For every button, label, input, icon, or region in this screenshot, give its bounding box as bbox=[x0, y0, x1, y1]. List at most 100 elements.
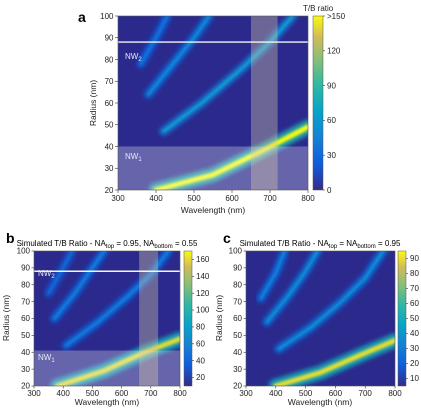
colorbar-tick-label: 40 bbox=[196, 356, 205, 365]
y-tick-label: 50 bbox=[105, 121, 114, 130]
y-tick-label: 60 bbox=[233, 314, 242, 323]
x-tick-label: 700 bbox=[359, 389, 373, 398]
colorbar-tick-label: 30 bbox=[327, 151, 336, 160]
colorbar-tick-label: 60 bbox=[410, 299, 419, 308]
panel-a-nw2-label: NW2 bbox=[125, 52, 142, 63]
y-tick-label: 40 bbox=[105, 142, 114, 151]
wavelength-highlight-band bbox=[139, 251, 159, 386]
panel-b-ridges bbox=[44, 251, 180, 386]
y-tick-label: 80 bbox=[21, 280, 30, 289]
colorbar-tick-label: 20 bbox=[410, 359, 419, 368]
panel-b-y-axis-label: Radius (nm) bbox=[1, 295, 11, 341]
x-tick-label: 700 bbox=[144, 389, 158, 398]
y-tick-label: 100 bbox=[100, 12, 114, 21]
x-tick-label: 400 bbox=[269, 389, 283, 398]
x-tick-label: 400 bbox=[149, 194, 163, 203]
x-tick-label: 300 bbox=[111, 194, 125, 203]
y-tick-label: 100 bbox=[229, 247, 243, 256]
colorbar-tick-label: 10 bbox=[410, 374, 419, 383]
y-tick-label: 90 bbox=[21, 264, 30, 273]
y-tick-label: 30 bbox=[21, 365, 30, 374]
colorbar-tick-label: 30 bbox=[410, 344, 419, 353]
nw1-region bbox=[34, 350, 180, 386]
panel-c-title: Simulated T/B Ratio - NAtop = NAbottom =… bbox=[240, 239, 401, 250]
panel-b-colorbar bbox=[183, 250, 193, 387]
panel-a-x-ticks: 300 400 500 600 700 800 bbox=[111, 190, 315, 203]
panel-a-ridges bbox=[136, 16, 308, 190]
ridge-line bbox=[54, 336, 180, 386]
x-tick-label: 800 bbox=[388, 389, 402, 398]
panel-c-ridges bbox=[256, 251, 395, 386]
colorbar-tick-label: 50 bbox=[410, 314, 419, 323]
x-tick-label: 700 bbox=[263, 194, 277, 203]
panel-b-x-axis-label: Wavelength (nm) bbox=[75, 397, 140, 407]
ridge-line bbox=[147, 16, 211, 96]
panel-b-nw2-label: NW2 bbox=[38, 269, 55, 280]
colorbar-tick-label: 90 bbox=[327, 81, 336, 90]
y-tick-label: 50 bbox=[233, 331, 242, 340]
panel-a-x-axis-label: Wavelength (nm) bbox=[181, 205, 246, 215]
panel-label-c: c bbox=[223, 230, 231, 246]
y-tick-label: 100 bbox=[17, 247, 31, 256]
ridge-line bbox=[265, 251, 319, 324]
y-tick-label: 70 bbox=[105, 77, 114, 86]
panel-a-y-ticks: 20 30 40 50 60 70 80 90 100 bbox=[100, 12, 118, 195]
y-tick-label: 90 bbox=[233, 264, 242, 273]
x-tick-label: 800 bbox=[301, 194, 315, 203]
x-tick-label: 800 bbox=[173, 389, 187, 398]
y-tick-label: 30 bbox=[105, 164, 114, 173]
panel-a-colorbar bbox=[312, 15, 324, 191]
panel-c-x-ticks: 300 400 500 600 700 800 bbox=[239, 386, 402, 398]
panel-b-overlays bbox=[34, 251, 180, 386]
panel-a-y-axis-label: Radius (nm) bbox=[88, 80, 98, 126]
panel-b-nw1-label: NW1 bbox=[38, 353, 55, 364]
x-tick-label: 600 bbox=[115, 389, 129, 398]
panel-c-x-axis-label: Wavelength (nm) bbox=[288, 397, 353, 407]
y-tick-label: 40 bbox=[233, 348, 242, 357]
x-tick-label: 300 bbox=[27, 389, 41, 398]
colorbar-tick-label: 160 bbox=[196, 255, 210, 264]
colorbar-tick-label: 120 bbox=[327, 47, 341, 56]
x-tick-label: 600 bbox=[329, 389, 343, 398]
colorbar-tick-label: 80 bbox=[410, 269, 419, 278]
ridge-line bbox=[162, 16, 295, 133]
panel-c-y-axis-label: Radius (nm) bbox=[214, 295, 224, 341]
colorbar-tick-label: 120 bbox=[196, 289, 210, 298]
panel-b-colorbar-ticks: 20 40 60 80 100 120 140 160 bbox=[192, 255, 210, 382]
colorbar-tick-label: 140 bbox=[196, 272, 210, 281]
panel-c-y-ticks: 20 30 40 50 60 70 80 90 100 bbox=[229, 247, 246, 391]
panel-label-a: a bbox=[78, 9, 86, 25]
wavelength-highlight-band bbox=[251, 16, 278, 190]
y-tick-label: 20 bbox=[233, 382, 242, 391]
colorbar-tick-label: 100 bbox=[196, 306, 210, 315]
x-tick-label: 400 bbox=[57, 389, 71, 398]
panel-b-x-ticks: 300 400 500 600 700 800 bbox=[27, 386, 187, 398]
ridge-line bbox=[47, 251, 74, 295]
panel-c: 300 400 500 600 700 800 20 30 40 50 60 70 80 90 100 W… bbox=[214, 247, 419, 407]
ridge-line bbox=[277, 251, 385, 351]
y-tick-label: 80 bbox=[105, 55, 114, 64]
colorbar-tick-label: 70 bbox=[410, 284, 419, 293]
x-tick-label: 500 bbox=[86, 389, 100, 398]
y-tick-label: 20 bbox=[21, 382, 30, 391]
panel-label-b: b bbox=[6, 230, 15, 246]
ridge-line bbox=[139, 16, 169, 66]
panel-a-overlays bbox=[118, 16, 308, 190]
colorbar-tick-label: 90 bbox=[410, 254, 419, 263]
panel-c-colorbar-ticks: 10 20 30 40 50 60 70 80 90 bbox=[406, 254, 419, 383]
y-tick-label: 60 bbox=[105, 99, 114, 108]
colorbar-tick-label: >150 bbox=[327, 12, 346, 21]
ridge-line bbox=[153, 124, 308, 190]
y-tick-label: 70 bbox=[233, 297, 242, 306]
x-tick-label: 500 bbox=[187, 194, 201, 203]
panel-b: 300 400 500 600 700 800 20 30 40 50 60 70 80 90 100 W… bbox=[1, 247, 210, 407]
ridge-line bbox=[64, 251, 170, 347]
panel-a-nw1-label: NW1 bbox=[125, 152, 142, 163]
colorbar-tick-label: 80 bbox=[196, 323, 205, 332]
ridge-line bbox=[53, 251, 106, 320]
ridge-line bbox=[259, 251, 286, 300]
colorbar-tick-label: 40 bbox=[410, 329, 419, 338]
x-tick-label: 300 bbox=[239, 389, 253, 398]
